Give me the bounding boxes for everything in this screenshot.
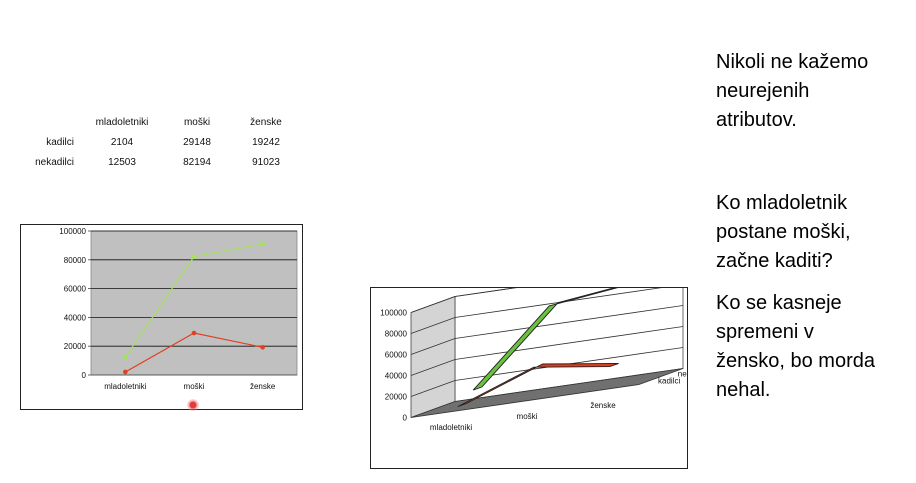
y-tick-label: 20000 [64, 342, 87, 351]
note-text-2: Ko mladoletnik postane moški, začne kadi… [716, 192, 851, 272]
table-row-label: kadilci [46, 136, 74, 148]
table-col-header: moški [183, 116, 211, 128]
back-wall [454, 263, 684, 402]
x-tick-label: mladoletniki [430, 423, 472, 432]
y-tick-label: 40000 [64, 313, 87, 322]
data-point-nekadilci [123, 354, 128, 360]
gridline [410, 326, 684, 376]
y-tick-label: 0 [403, 414, 408, 423]
y-tick-label: 80000 [64, 256, 87, 265]
table-cell: 19242 [252, 136, 280, 148]
table-row: nekadilci 12503 82194 91023 [22, 152, 300, 172]
y-tick-label: 0 [82, 371, 87, 380]
y-tick-label: 60000 [385, 351, 408, 360]
line-chart-2d: 0 20000 40000 60000 80000 100000 mladoletniki m… [20, 224, 303, 410]
y-tick-label: 100000 [380, 309, 407, 318]
ribbon-kadilci [457, 362, 619, 408]
note-text-3: Ko se kasneje spremeni v žensko, bo mord… [716, 292, 875, 401]
table-col-header: mladoletniki [95, 116, 149, 128]
y-tick-label: 20000 [385, 393, 408, 402]
table-corner [22, 112, 82, 132]
table-row-label: nekadilci [35, 156, 74, 168]
data-table: mladoletniki moški ženske kadilci 2104 2… [22, 112, 300, 172]
y-tick-label: 40000 [385, 372, 408, 381]
gridline [410, 284, 684, 334]
gridline [410, 347, 684, 397]
table-col-header: ženske [250, 116, 282, 128]
x-tick-label: mladoletniki [104, 382, 146, 391]
data-point-nekadilci [260, 241, 265, 247]
plot-area [90, 230, 298, 376]
data-point-kadilci [260, 344, 265, 350]
table-cell: 82194 [183, 156, 211, 168]
side-wall [410, 295, 456, 419]
table-row: kadilci 2104 29148 19242 [22, 132, 300, 152]
line-chart-3d-svg: 0 20000 40000 60000 80000 100000 mladoletniki m… [380, 263, 709, 432]
x-tick-label: ženske [250, 382, 276, 391]
table-cell: 2104 [110, 136, 134, 148]
table-cell: 12503 [108, 156, 136, 168]
table-header-row: mladoletniki moški ženske [22, 112, 300, 132]
gridline [410, 305, 684, 355]
table-cell: 91023 [252, 156, 280, 168]
y-tick-label: 60000 [64, 285, 87, 294]
x-tick-label: ženske [590, 401, 616, 410]
note-text-1: Nikoli ne kažemo neurejenih atributov. [716, 51, 869, 131]
line-chart-2d-svg: 0 20000 40000 60000 80000 100000 mladoletniki m… [59, 227, 298, 391]
table-cell: 29148 [183, 136, 211, 148]
y-tick-label: 80000 [385, 330, 408, 339]
data-point-nekadilci [191, 254, 197, 259]
line-chart-3d: 0 20000 40000 60000 80000 100000 mladoletniki m… [370, 263, 709, 469]
data-point-kadilci [191, 330, 197, 336]
x-tick-label: moški [517, 412, 538, 421]
y-tick-label: 100000 [59, 227, 86, 236]
depth-label: kadilci [658, 377, 680, 386]
floor [410, 368, 684, 418]
x-tick-label: moški [184, 382, 205, 391]
data-point-kadilci [123, 369, 128, 375]
mouse-cursor-indicator [187, 399, 199, 411]
